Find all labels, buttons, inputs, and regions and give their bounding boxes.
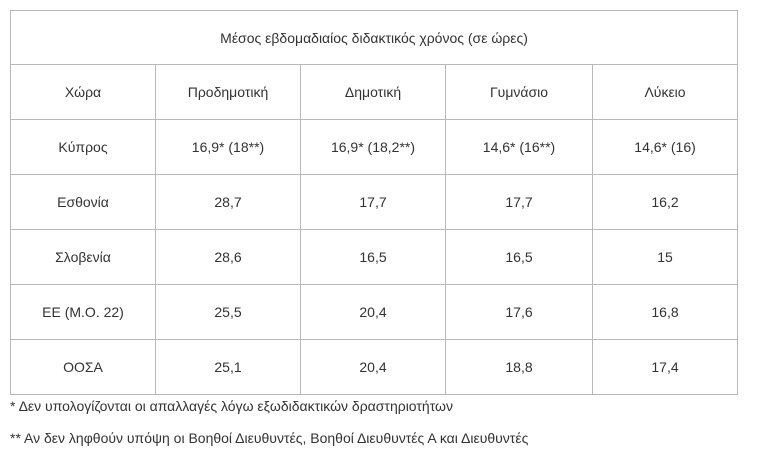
footnote: ** Αν δεν ληφθούν υπόψη οι Βοηθοί Διευθυ… <box>10 430 529 446</box>
data-row: ΟΟΣΑ 25,1 20,4 18,8 17,4 <box>10 339 739 395</box>
data-row: ΕΕ (Μ.Ο. 22) 25,5 20,4 17,6 16,8 <box>10 284 739 340</box>
data-table: Μέσος εβδομαδιαίος διδακτικός χρόνος (σε… <box>9 10 739 395</box>
value-cell: 16,2 <box>591 174 739 230</box>
value-cell: 17,7 <box>445 174 593 230</box>
value-cell: 16,9* (18,2**) <box>300 119 446 175</box>
data-row: Σλοβενία 28,6 16,5 16,5 15 <box>10 229 739 285</box>
value-cell: 16,5 <box>445 229 593 285</box>
header-cell: Προδημοτική <box>155 64 301 120</box>
header-cell: Λύκειο <box>591 64 739 120</box>
header-cell: Δημοτική <box>300 64 446 120</box>
country-cell: Εσθονία <box>10 174 156 230</box>
table-body: Μέσος εβδομαδιαίος διδακτικός χρόνος (σε… <box>9 10 739 395</box>
value-cell: 17,6 <box>445 284 593 340</box>
country-cell: Σλοβενία <box>10 229 156 285</box>
value-cell: 15 <box>591 229 739 285</box>
header-cell: Γυμνάσιο <box>445 64 593 120</box>
value-cell: 14,6* (16) <box>591 119 739 175</box>
footnote: * Δεν υπολογίζονται οι απαλλαγές λόγω εξ… <box>10 398 453 414</box>
country-cell: Κύπρος <box>10 119 156 175</box>
title-row: Μέσος εβδομαδιαίος διδακτικός χρόνος (σε… <box>9 10 739 65</box>
header-cell: Χώρα <box>10 64 156 120</box>
value-cell: 20,4 <box>300 284 446 340</box>
country-cell: ΕΕ (Μ.Ο. 22) <box>10 284 156 340</box>
value-cell: 16,9* (18**) <box>155 119 301 175</box>
value-cell: 17,7 <box>300 174 446 230</box>
value-cell: 18,8 <box>445 339 593 395</box>
value-cell: 20,4 <box>300 339 446 395</box>
data-row: Κύπρος 16,9* (18**) 16,9* (18,2**) 14,6* (1… <box>10 119 739 175</box>
data-row: Εσθονία 28,7 17,7 17,7 16,2 <box>10 174 739 230</box>
country-cell: ΟΟΣΑ <box>10 339 156 395</box>
table-title: Μέσος εβδομαδιαίος διδακτικός χρόνος (σε… <box>9 10 739 65</box>
value-cell: 16,8 <box>591 284 739 340</box>
value-cell: 25,5 <box>155 284 301 340</box>
value-cell: 16,5 <box>300 229 446 285</box>
value-cell: 14,6* (16**) <box>445 119 593 175</box>
value-cell: 28,6 <box>155 229 301 285</box>
header-row: Χώρα Προδημοτική Δημοτική Γυμνάσιο Λύκειο <box>10 64 739 120</box>
value-cell: 25,1 <box>155 339 301 395</box>
value-cell: 17,4 <box>591 339 739 395</box>
value-cell: 28,7 <box>155 174 301 230</box>
